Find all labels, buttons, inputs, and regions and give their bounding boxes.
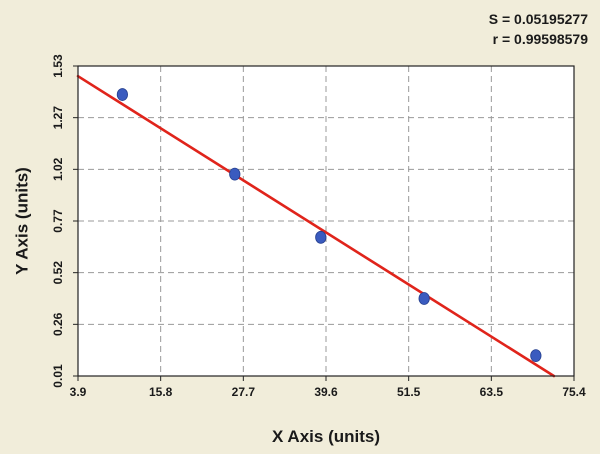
data-point (418, 292, 430, 305)
data-point (315, 230, 327, 244)
r-statistic: r = 0.99598579 (493, 31, 589, 47)
x-axis-title: X Axis (units) (272, 427, 380, 446)
y-tick-label: 1.53 (51, 54, 65, 78)
s-statistic: S = 0.05195277 (489, 11, 588, 27)
grid-lines (78, 66, 574, 376)
fit-line-layer (76, 74, 556, 378)
y-tick-label: 0.77 (51, 209, 65, 233)
x-tick-label: 63.5 (480, 385, 504, 399)
tick-labels: 3.9 15.8 27.7 39.6 51.5 63.5 75.4 0.01 0.26 0.52 0… (51, 54, 586, 399)
data-point (229, 167, 241, 181)
x-tick-label: 3.9 (70, 385, 87, 399)
y-tick-label: 1.02 (51, 157, 65, 181)
y-tick-label: 0.26 (51, 312, 65, 336)
y-axis-title: Y Axis (units) (13, 167, 32, 275)
y-tick-label: 1.27 (51, 106, 65, 130)
x-tick-label: 15.8 (149, 385, 173, 399)
data-point (530, 349, 542, 363)
y-tick-label: 0.52 (51, 261, 65, 285)
fit-line (76, 74, 556, 378)
data-points (116, 88, 542, 363)
data-point (116, 88, 128, 101)
x-tick-label: 27.7 (232, 385, 256, 399)
x-tick-label: 51.5 (397, 385, 421, 399)
y-tick-label: 0.01 (51, 364, 65, 388)
plot-border (77, 65, 575, 377)
x-tick-label: 75.4 (562, 385, 586, 399)
x-tick-label: 39.6 (314, 385, 338, 399)
